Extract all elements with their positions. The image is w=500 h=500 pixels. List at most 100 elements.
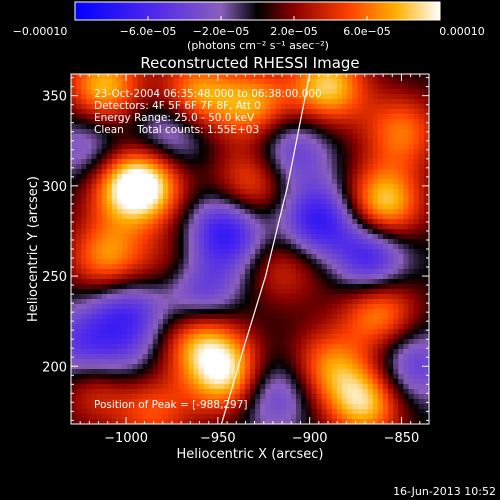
heatmap-cell [188,204,195,210]
heatmap-cell [352,269,358,275]
heatmap-cell [331,89,338,95]
heatmap-cell [393,189,399,195]
heatmap-cell [347,109,353,115]
heatmap-cell [326,299,333,305]
heatmap-cell [122,114,128,120]
heatmap-cell [168,274,174,280]
heatmap-cell [203,174,210,180]
heatmap-cell [147,84,154,90]
x-tick-label: −1000 [104,431,148,446]
heatmap-cell [76,284,82,290]
heatmap-cell [280,194,287,200]
heatmap-cell [163,329,169,335]
heatmap-cell [260,269,266,275]
heatmap-cell [326,189,333,195]
heatmap-cell [347,264,353,270]
heatmap-cell [234,174,241,180]
heatmap-cell [111,234,118,240]
heatmap-cell [336,174,343,180]
heatmap-cell [96,229,103,235]
heatmap-cell [260,169,266,175]
heatmap-cell [367,199,374,205]
heatmap-cell [147,284,154,290]
heatmap-cell [122,109,128,115]
heatmap-cell [275,119,282,125]
heatmap-cell [342,259,348,265]
heatmap-cell [331,219,338,225]
heatmap-cell [178,384,185,390]
heatmap-cell [203,264,210,270]
heatmap-cell [183,239,190,245]
heatmap-cell [76,324,82,330]
heatmap-cell [372,304,379,310]
heatmap-cell [311,74,318,80]
heatmap-cell [316,169,323,175]
heatmap-cell [173,279,179,285]
heatmap-cell [372,324,379,330]
heatmap-cell [106,234,113,240]
heatmap-cell [147,354,154,360]
heatmap-cell [255,129,261,135]
heatmap-cell [336,279,343,285]
heatmap-cell [244,309,251,315]
heatmap-cell [275,149,282,155]
heatmap-cell [296,199,302,205]
heatmap-cell [285,109,292,115]
heatmap-cell [183,274,190,280]
x-tick-label: −950 [200,431,236,446]
heatmap-cell [132,219,139,225]
heatmap-cell [86,124,93,130]
heatmap-cell [321,419,328,424]
heatmap-cell [122,269,128,275]
heatmap-cell [76,79,82,85]
heatmap-cell [372,394,379,400]
heatmap-cell [418,114,425,120]
heatmap-cell [198,144,205,150]
heatmap-cell [224,144,231,150]
heatmap-cell [76,134,82,140]
heatmap-cell [306,354,312,360]
heatmap-cell [418,289,425,295]
heatmap-cell [173,304,179,310]
heatmap-cell [173,184,179,190]
heatmap-cell [76,259,82,265]
heatmap-cell [132,254,139,260]
heatmap-cell [377,239,384,245]
heatmap-cell [290,134,297,140]
heatmap-cell [101,414,108,420]
heatmap-cell [352,169,358,175]
heatmap-cell [290,99,297,105]
heatmap-cell [403,269,410,275]
heatmap-cell [280,419,287,424]
colorbar-ticks [74,16,441,20]
heatmap-cell [336,104,343,110]
heatmap-cell [137,134,144,140]
heatmap-cell [137,419,144,424]
heatmap-cell [285,204,292,210]
heatmap-cell [352,149,358,155]
heatmap-cell [352,304,358,310]
heatmap-cell [76,294,82,300]
heatmap-cell [219,314,226,320]
heatmap-cell [265,259,272,265]
heatmap-cell [275,334,282,340]
heatmap-cell [285,194,292,200]
heatmap-cell [362,339,369,345]
heatmap-cell [127,364,133,370]
heatmap-cell [301,314,307,320]
heatmap-cell [178,289,185,295]
heatmap-cell [362,249,369,255]
heatmap-cell [132,364,139,370]
heatmap-cell [311,84,318,90]
heatmap-cell [423,339,429,345]
heatmap-cell [362,239,369,245]
heatmap-cell [234,159,241,165]
heatmap-cell [198,254,205,260]
heatmap-cell [193,199,200,205]
heatmap-cell [311,204,318,210]
heatmap-cell [326,114,333,120]
heatmap-cell [250,339,256,345]
heatmap-cell [106,374,113,380]
heatmap-cell [357,229,364,235]
heatmap-cell [326,409,333,415]
